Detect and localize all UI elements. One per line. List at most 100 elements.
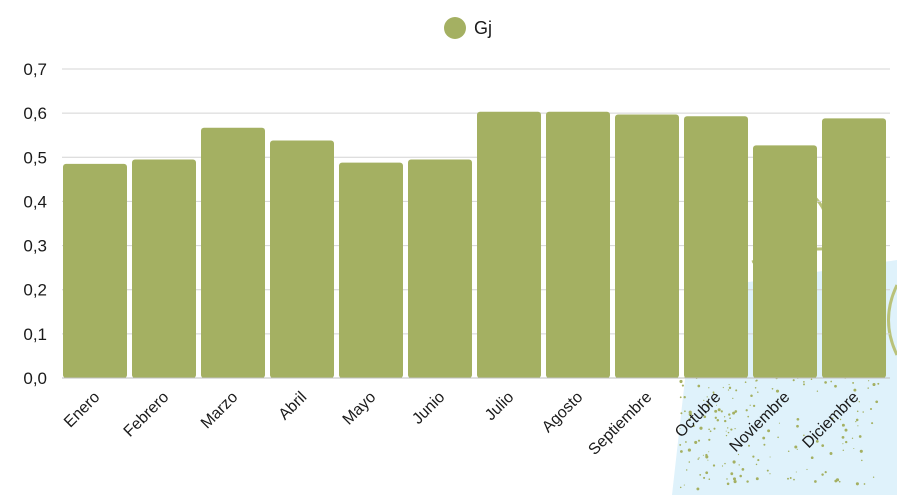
speckle (834, 384, 837, 388)
speckle (775, 389, 780, 393)
speckle (748, 444, 750, 447)
speckle (829, 452, 833, 455)
y-axis: 0,0 0,1 0,2 0,3 0,4 0,5 0,6 0,7 (23, 60, 47, 388)
speckle (862, 411, 864, 413)
speckle (728, 384, 730, 386)
y-tick-label: 0,4 (23, 192, 47, 211)
speckle (792, 379, 795, 382)
speckle (708, 438, 711, 441)
speckle (728, 413, 731, 416)
speckle (842, 443, 844, 445)
x-tick-label: Abril (276, 389, 311, 424)
bar (546, 111, 610, 379)
speckle (821, 444, 825, 447)
speckle (694, 440, 698, 444)
speckle (851, 437, 854, 439)
y-tick-label: 0,7 (23, 60, 47, 79)
x-tick-label: Septiembre (585, 389, 655, 459)
bar (132, 159, 196, 378)
speckle (815, 440, 819, 443)
speckle (749, 404, 751, 406)
speckle (726, 482, 730, 486)
speckle (733, 480, 737, 484)
bar (822, 118, 886, 379)
speckle (683, 396, 686, 399)
speckle (810, 378, 813, 380)
speckle (679, 443, 682, 446)
speckle (705, 453, 708, 457)
x-tick-label: Julio (482, 389, 517, 424)
speckle (732, 477, 737, 481)
speckle (853, 388, 857, 392)
legend: Gj (444, 17, 492, 39)
speckle (841, 423, 845, 427)
speckle (855, 418, 859, 422)
bar (477, 111, 541, 379)
speckle (732, 397, 734, 400)
speckle (681, 384, 684, 387)
speckle (679, 396, 682, 399)
y-tick-label: 0,6 (23, 104, 47, 123)
speckle (796, 448, 798, 450)
speckle (842, 449, 845, 452)
speckle (831, 417, 834, 420)
speckle (755, 477, 759, 481)
speckle (728, 386, 732, 390)
speckle (821, 473, 824, 476)
speckle (712, 464, 716, 467)
speckle (706, 396, 708, 398)
bar (339, 162, 403, 378)
speckle (717, 408, 721, 412)
speckle (757, 459, 760, 462)
speckle (830, 380, 833, 383)
speckle (838, 480, 841, 483)
speckle (703, 476, 706, 479)
speckle (777, 436, 779, 439)
speckle (752, 455, 755, 458)
speckle (807, 435, 809, 438)
speckle (769, 473, 771, 475)
speckle (824, 381, 827, 384)
speckle (855, 482, 859, 486)
speckle (712, 391, 715, 394)
speckle (845, 440, 848, 444)
speckle (732, 411, 736, 415)
x-tick-label: Marzo (198, 389, 242, 433)
speckle (679, 379, 683, 384)
speckle (729, 417, 731, 420)
speckle (716, 419, 720, 422)
bar (63, 163, 127, 378)
speckle (698, 457, 700, 459)
speckle (877, 382, 880, 385)
speckle (803, 381, 805, 383)
speckle (735, 389, 738, 392)
speckle (697, 384, 701, 388)
speckle (787, 477, 789, 480)
speckle (730, 472, 734, 476)
speckle (861, 459, 863, 462)
speckle (834, 479, 838, 483)
speckle (787, 450, 790, 452)
speckle (699, 474, 702, 476)
speckle (727, 427, 729, 429)
speckle (688, 410, 692, 414)
speckle (778, 422, 780, 424)
speckle (855, 420, 857, 423)
speckle (688, 418, 691, 421)
speckle (863, 483, 866, 485)
bar (408, 159, 472, 378)
x-tick-label: Febrero (121, 389, 173, 441)
bar (753, 145, 817, 378)
y-tick-label: 0,5 (23, 148, 47, 167)
speckle (741, 468, 745, 471)
y-tick-label: 0,3 (23, 237, 47, 256)
x-tick-label: Agosto (539, 389, 586, 436)
speckle (858, 401, 860, 403)
speckle (844, 428, 848, 432)
speckle (684, 441, 687, 443)
speckle (707, 459, 709, 461)
speckle (714, 409, 718, 413)
speckle (803, 434, 805, 437)
y-tick-label: 0,1 (23, 325, 47, 344)
